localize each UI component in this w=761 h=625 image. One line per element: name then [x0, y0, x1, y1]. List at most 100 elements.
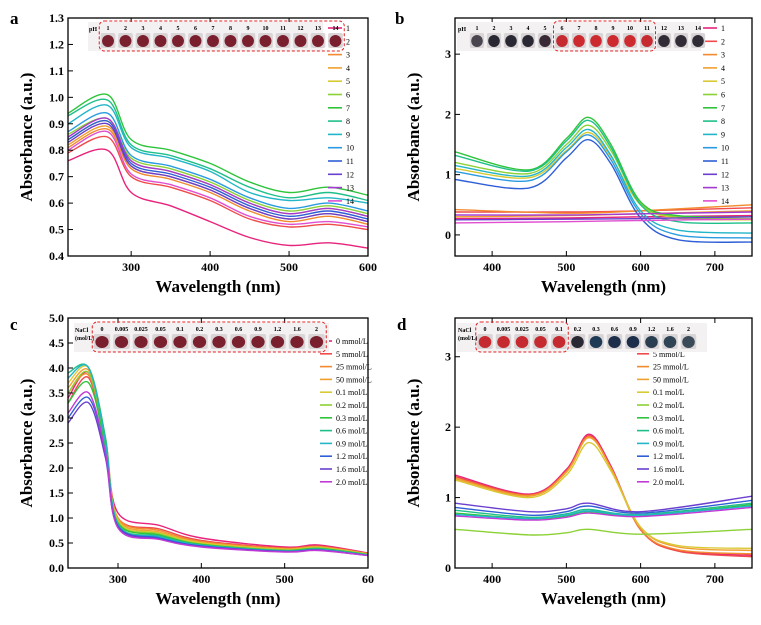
panel-c: 300 400 500 60 0.0 0.5 1.0 1.5 2.0 2.5 3.0 3.5 4.0 4.… — [10, 311, 374, 608]
y-tick-label: 5.0 — [49, 311, 64, 325]
y-tick-label: 1.2 — [49, 37, 64, 51]
inset-item-label: 0.3 — [592, 327, 600, 333]
inset-item-label: 6 — [561, 26, 564, 32]
legend-label: 9 — [346, 130, 350, 139]
series-line-c-1-2-mol-L — [68, 396, 368, 557]
legend-label: 25 mmol/L — [653, 363, 689, 372]
legend-label: 0.6 mol/L — [653, 427, 685, 436]
series-line-a-12 — [68, 122, 368, 223]
series-line-a-9 — [68, 104, 368, 204]
inset-well — [692, 35, 704, 47]
legend-label: 7 — [721, 104, 725, 113]
inset-item-label: 1.6 — [293, 327, 301, 333]
inset-highlight-box — [475, 321, 569, 353]
inset-well — [534, 336, 547, 348]
series-line-b-1 — [455, 214, 752, 220]
inset-highlight-box — [98, 20, 345, 52]
y-tick-label: 3 — [445, 350, 451, 364]
legend-label: 5 mmol/L — [336, 350, 368, 359]
inset-well — [556, 35, 568, 47]
legend-label: 6 — [721, 91, 725, 100]
y-axis-title: Absorbance (a.u.) — [17, 73, 36, 202]
legend-label: 2.0 mol/L — [653, 478, 685, 487]
inset-well — [641, 35, 653, 47]
inset-item-label: 0.6 — [611, 327, 619, 333]
inset-well — [114, 336, 129, 348]
series-line-d-1-2-mol-L — [455, 499, 752, 517]
legend-label: 9 — [721, 130, 725, 139]
legend-label: 1 — [346, 24, 350, 33]
y-tick-label: 4.0 — [49, 361, 64, 375]
legend-label: 0.9 mol/L — [336, 439, 368, 448]
series-line-a-13 — [68, 117, 368, 217]
inset-well — [251, 336, 265, 348]
legend-label: 1 — [721, 24, 725, 33]
panel-label: b — [395, 9, 404, 28]
series-line-d-2-0-mol-L — [455, 506, 752, 521]
series-line-c-50-mmol-L — [68, 368, 368, 555]
inset-item-label: 12 — [298, 26, 304, 32]
inset-well — [172, 35, 184, 47]
inset-well — [663, 336, 677, 348]
inset-well — [645, 336, 658, 348]
y-tick-label: 0 — [445, 228, 451, 242]
inset-well — [224, 35, 237, 47]
x-tick-label: 300 — [122, 260, 140, 274]
legend-label: 4 — [721, 64, 725, 73]
y-axis-title: Absorbance (a.u.) — [17, 379, 36, 508]
series-line-b-3 — [455, 204, 752, 214]
series-line-a-11 — [68, 119, 368, 220]
x-tick-label: 400 — [192, 572, 210, 586]
inset-highlight-box — [91, 321, 327, 353]
inset-well — [608, 336, 621, 348]
inset-well — [675, 35, 687, 47]
series-line-c-0-9-mol-L — [68, 364, 368, 556]
series-line-a-2 — [68, 135, 368, 231]
inset-item-label: 0 — [484, 327, 487, 333]
legend: 0 mmol/L 5 mmol/L 25 mmol/L 50 mmol/L 0.1 mo… — [320, 337, 372, 487]
series-line-a-10 — [68, 112, 368, 212]
inset-item-label: 6 — [194, 26, 197, 32]
panel-d: 400 500 600 700 0 1 2 3 Wavelength (nm) Absorbanc… — [397, 315, 753, 608]
inset-item-label: 10 — [627, 26, 633, 32]
inset-item-label: 11 — [280, 26, 286, 32]
legend-label: 7 — [346, 104, 350, 113]
inset-well — [95, 336, 109, 348]
inset-well — [294, 35, 307, 47]
legend-label: 0.2 mol/L — [653, 401, 685, 410]
series-group — [68, 93, 368, 249]
inset-item-label: 0.2 — [196, 327, 204, 333]
inset-highlight-box — [553, 20, 656, 52]
x-tick-label: 60 — [362, 572, 374, 586]
inset-photo: pH 1 2 3 4 5 6 7 8 9 10 11 12 13 14 — [457, 20, 706, 52]
inset-well — [270, 336, 285, 348]
legend-label: 11 — [346, 157, 354, 166]
y-axis-title: Absorbance (a.u.) — [404, 379, 423, 508]
inset-label: NaCl — [458, 328, 472, 334]
plot-frame — [454, 317, 753, 569]
inset-well — [102, 35, 114, 47]
series-group — [68, 363, 368, 557]
inset-item-label: 0.9 — [629, 327, 637, 333]
y-tick-label: 1 — [445, 168, 451, 182]
series-line-d-0-6-mol-L — [455, 502, 752, 519]
legend-label: 2.0 mol/L — [336, 478, 368, 487]
series-line-b-9 — [455, 128, 752, 234]
legend-label: 13 — [346, 184, 354, 193]
y-tick-label: 1.0 — [49, 90, 64, 104]
inset-item-label: 9 — [612, 26, 615, 32]
inset-well — [607, 35, 619, 47]
legend-label: 5 mmol/L — [653, 350, 685, 359]
inset-well — [626, 336, 640, 348]
x-tick-label: 500 — [557, 260, 575, 274]
series-line-c-0-1-mol-L — [68, 365, 368, 555]
inset-item-label: 1.6 — [666, 327, 674, 333]
inset-item-label: 2 — [315, 327, 318, 333]
legend-label: 5 — [346, 77, 350, 86]
legend-label: 25 mmol/L — [336, 363, 372, 372]
legend-label: 10 — [346, 144, 354, 153]
inset-item-label: 0.3 — [215, 327, 223, 333]
legend-label: 0.6 mol/L — [336, 427, 368, 436]
